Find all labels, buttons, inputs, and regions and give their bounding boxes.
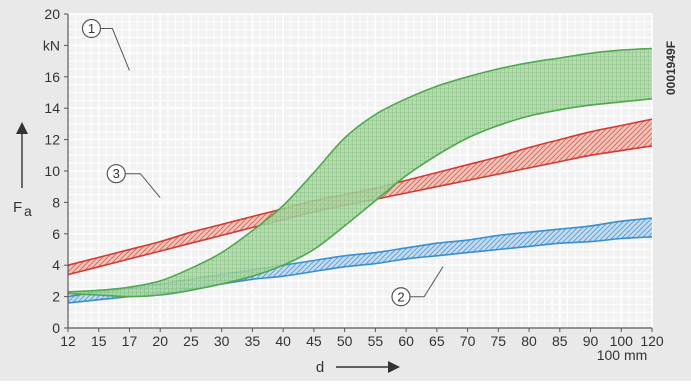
y-tick-label: 8 [52,194,60,210]
x-axis-arrow-head [388,361,400,373]
y-tick-label: 0 [52,320,60,336]
x-unit-label: 100 mm [597,347,648,363]
x-tick-label: 75 [491,333,507,349]
x-tick-label: 120 [640,333,664,349]
x-tick-label: 90 [583,333,599,349]
series-1-hatch [68,48,652,297]
y-tick-label: 20 [44,6,60,22]
y-axis-label-subscript: a [24,203,32,219]
figure-id: 0001949F [664,41,678,95]
x-tick-label: 55 [368,333,384,349]
x-tick-label: 20 [152,333,168,349]
x-tick-label: 25 [183,333,199,349]
x-tick-label: 65 [429,333,445,349]
x-tick-label: 45 [306,333,322,349]
series-1-upper-line [67,47,653,293]
series-2-callout-label: 2 [397,289,404,304]
series-1-callout-circle [81,18,102,39]
x-tick-label: 17 [122,333,138,349]
x-tick-label: 60 [398,333,414,349]
x-tick-label: 70 [460,333,476,349]
y-tick-label: 16 [44,69,60,85]
series-layer: 1 2 3 [67,18,653,307]
x-tick-label: 100 [610,333,634,349]
axes [16,13,653,373]
x-tick-label: 12 [60,333,76,349]
y-tick-label: kN [43,37,60,53]
y-tick-label: 12 [44,132,60,148]
y-tick-label: 2 [52,289,60,305]
y-tick-label: 14 [44,100,60,116]
x-tick-label: 15 [91,333,107,349]
x-tick-label: 85 [552,333,568,349]
x-tick-label: 50 [337,333,353,349]
series-3-leader-line [125,173,161,199]
series-1-callout-label: 1 [88,21,95,36]
x-tick-label: 30 [214,333,230,349]
x-axis-label: d [316,359,324,376]
series-2-leader-line [409,266,444,298]
y-tick-label: 4 [52,257,60,273]
x-tick-label: 40 [275,333,291,349]
y-tick-label: 10 [44,163,60,179]
series-2-callout-circle [391,287,411,307]
series-1-lower-line [67,98,653,298]
y-tick-label: 6 [52,226,60,242]
y-axis-arrow-head [16,122,28,134]
x-tick-label: 35 [245,333,261,349]
x-tick-label: 80 [521,333,537,349]
series-3-callout-circle [106,164,126,184]
y-axis-label: F [13,199,22,216]
series-1-leader-line [100,28,130,71]
series-3-callout-label: 3 [113,166,120,181]
